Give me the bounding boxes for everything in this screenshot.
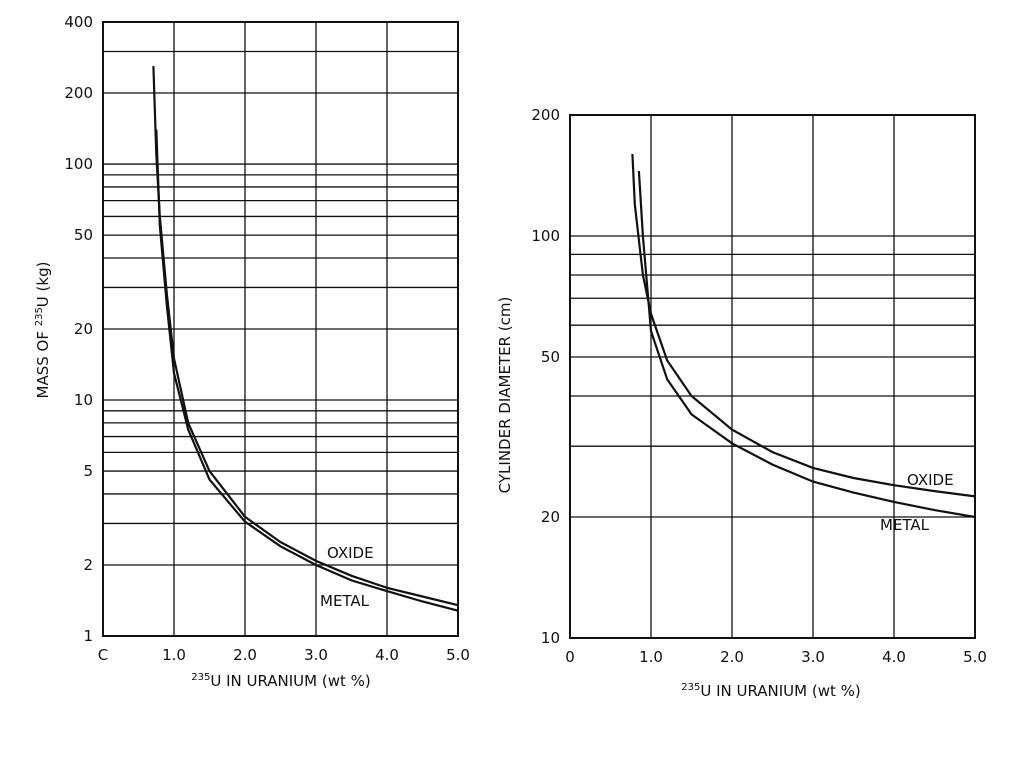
x-tick-label: C bbox=[98, 646, 108, 664]
x-tick-label: 2.0 bbox=[720, 648, 744, 666]
y-tick-label: 1 bbox=[83, 627, 93, 645]
series-label-oxide: OXIDE bbox=[327, 544, 374, 562]
y-tick-label: 200 bbox=[531, 106, 560, 124]
y-tick-label: 2 bbox=[83, 556, 93, 574]
y-tick-label: 5 bbox=[83, 462, 93, 480]
y-tick-label: 10 bbox=[541, 629, 560, 647]
x-tick-label: 1.0 bbox=[162, 646, 186, 664]
plot-frame bbox=[569, 114, 976, 639]
x-tick-label: 3.0 bbox=[801, 648, 825, 666]
y-axis-label: CYLINDER DIAMETER (cm) bbox=[496, 297, 514, 494]
x-axis-label: 235U IN URANIUM (wt %) bbox=[681, 682, 861, 700]
x-tick-label: 4.0 bbox=[882, 648, 906, 666]
plot-frame bbox=[102, 21, 459, 637]
x-tick-label: 2.0 bbox=[233, 646, 257, 664]
series-label-metal: METAL bbox=[320, 592, 370, 610]
x-axis-label: 235U IN URANIUM (wt %) bbox=[191, 672, 371, 690]
x-tick-label: 1.0 bbox=[639, 648, 663, 666]
series-label-oxide: OXIDE bbox=[907, 471, 954, 489]
y-tick-label: 50 bbox=[74, 226, 93, 244]
x-tick-label: 3.0 bbox=[304, 646, 328, 664]
series-line-metal bbox=[637, 171, 976, 519]
x-tick-label: 5.0 bbox=[963, 648, 987, 666]
y-axis-label: MASS OF 235U (kg) bbox=[34, 262, 52, 399]
chart-mass-vs-enrichment: 1 2 5 10 20 50 100 200 400 C 1.0 2.0 3.0 4.0 5.0 235U I… bbox=[34, 13, 470, 690]
y-tick-label: 400 bbox=[64, 13, 93, 31]
series-line-oxide bbox=[631, 153, 976, 498]
chart-diameter-vs-enrichment: 10 20 50 100 200 0 1.0 2.0 3.0 4.0 5.0 235U IN URAN… bbox=[496, 106, 987, 700]
y-tick-label: 100 bbox=[64, 155, 93, 173]
series-label-metal: METAL bbox=[880, 516, 930, 534]
y-tick-label: 50 bbox=[541, 348, 560, 366]
series-line-oxide bbox=[152, 66, 459, 607]
y-tick-label: 20 bbox=[541, 508, 560, 526]
y-tick-label: 20 bbox=[74, 320, 93, 338]
x-tick-label: 0 bbox=[565, 648, 575, 666]
y-tick-label: 10 bbox=[74, 391, 93, 409]
x-tick-label: 4.0 bbox=[375, 646, 399, 664]
x-tick-label: 5.0 bbox=[446, 646, 470, 664]
y-tick-label: 100 bbox=[531, 227, 560, 245]
y-tick-label: 200 bbox=[64, 84, 93, 102]
series-line-metal bbox=[155, 129, 459, 612]
